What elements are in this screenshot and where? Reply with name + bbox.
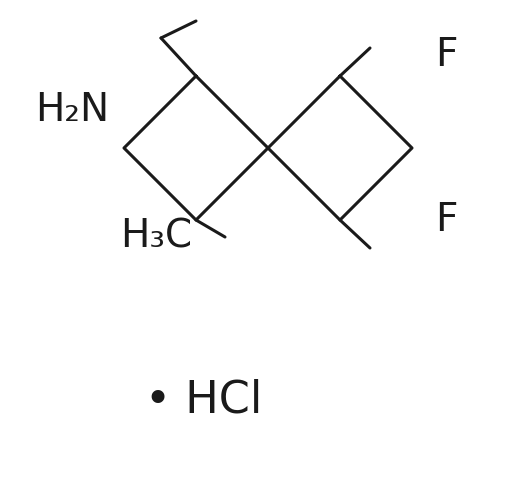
Text: H₂N: H₂N (35, 91, 109, 129)
Text: H₃C: H₃C (120, 218, 192, 256)
Text: F: F (435, 201, 457, 239)
Text: F: F (435, 36, 457, 74)
Text: • HCl: • HCl (145, 379, 262, 421)
